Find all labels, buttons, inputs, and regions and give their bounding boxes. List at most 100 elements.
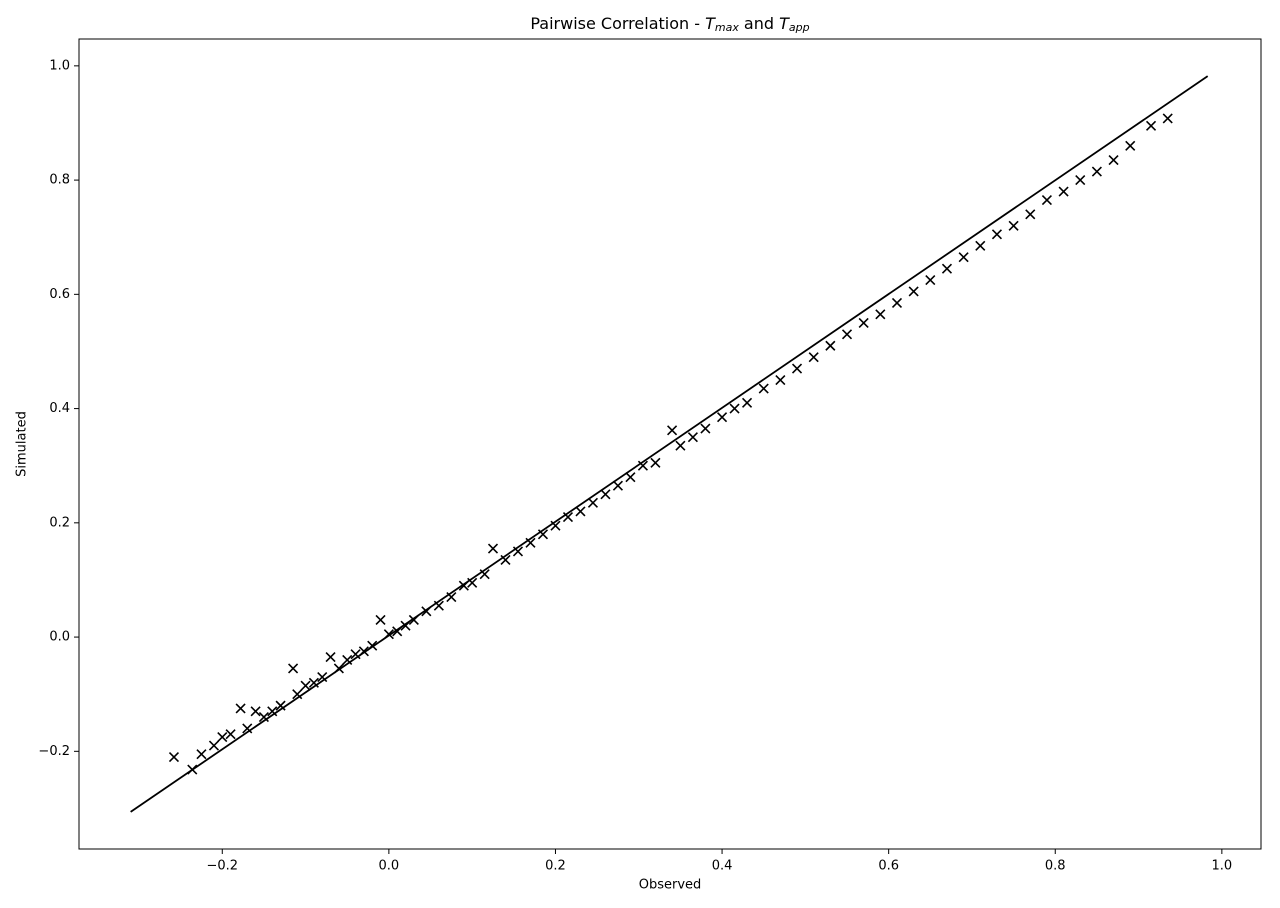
point bbox=[421, 606, 432, 617]
point bbox=[858, 317, 869, 328]
point bbox=[512, 546, 524, 557]
point bbox=[487, 543, 499, 554]
y-tick-label: 0.0 bbox=[49, 630, 70, 645]
reference-line bbox=[130, 75, 1209, 813]
point bbox=[1025, 209, 1036, 220]
point bbox=[637, 460, 648, 471]
point bbox=[891, 297, 903, 308]
point bbox=[562, 512, 574, 523]
point bbox=[825, 340, 836, 351]
point bbox=[225, 729, 236, 740]
y-axis-label: Simulated bbox=[15, 411, 30, 477]
point bbox=[275, 700, 286, 711]
point bbox=[446, 592, 457, 603]
point bbox=[925, 274, 936, 286]
point bbox=[433, 600, 444, 611]
point bbox=[675, 440, 686, 451]
point bbox=[841, 329, 853, 340]
point bbox=[292, 689, 303, 700]
point bbox=[375, 614, 386, 626]
point bbox=[196, 749, 207, 760]
point bbox=[479, 569, 490, 580]
y-tick-label: 0.2 bbox=[49, 515, 70, 530]
point bbox=[600, 489, 611, 500]
x-tick-label: −0.2 bbox=[206, 859, 238, 874]
point bbox=[525, 537, 536, 548]
point bbox=[250, 706, 261, 717]
point bbox=[1058, 186, 1069, 197]
point bbox=[267, 706, 278, 717]
point bbox=[625, 472, 636, 483]
point bbox=[383, 629, 394, 640]
y-tick-label: 1.0 bbox=[49, 58, 70, 73]
point bbox=[575, 506, 586, 517]
x-tick-label: 0.2 bbox=[545, 859, 566, 874]
x-tick-label: 1.0 bbox=[1212, 859, 1233, 874]
point bbox=[258, 711, 269, 723]
point bbox=[808, 352, 819, 363]
x-tick-label: 0.6 bbox=[878, 859, 899, 874]
x-tick-label: 0.0 bbox=[379, 859, 400, 874]
y-tick-label: 0.4 bbox=[49, 401, 70, 416]
point bbox=[791, 363, 803, 374]
point bbox=[991, 229, 1003, 240]
point bbox=[1108, 155, 1119, 166]
point bbox=[168, 751, 180, 763]
point bbox=[500, 554, 511, 566]
point bbox=[187, 764, 198, 775]
point bbox=[1125, 140, 1136, 151]
point bbox=[242, 723, 253, 734]
point bbox=[350, 649, 361, 660]
point bbox=[358, 646, 369, 657]
point bbox=[467, 577, 478, 588]
point bbox=[550, 520, 561, 531]
point bbox=[1162, 113, 1173, 124]
point bbox=[317, 671, 328, 683]
point bbox=[308, 677, 319, 688]
point bbox=[700, 423, 711, 434]
point bbox=[288, 663, 299, 674]
point bbox=[908, 286, 919, 297]
point bbox=[667, 425, 678, 436]
chart-title: Pairwise Correlation - Tmax and Tapp bbox=[530, 14, 809, 35]
y-tick-label: −0.2 bbox=[38, 744, 70, 759]
point bbox=[208, 740, 220, 751]
point bbox=[1145, 120, 1157, 131]
point bbox=[975, 240, 986, 251]
point bbox=[587, 497, 599, 508]
point bbox=[400, 620, 411, 631]
x-tick-label: 0.8 bbox=[1045, 859, 1066, 874]
point bbox=[687, 432, 698, 443]
point bbox=[342, 654, 353, 665]
y-tick-label: 0.6 bbox=[49, 287, 70, 302]
point bbox=[537, 529, 549, 540]
point bbox=[775, 374, 786, 386]
point bbox=[741, 397, 753, 408]
point bbox=[958, 252, 969, 263]
x-axis-label: Observed bbox=[639, 878, 702, 893]
point bbox=[875, 309, 886, 320]
point bbox=[716, 412, 728, 423]
point bbox=[458, 580, 469, 591]
plot-frame bbox=[78, 38, 1262, 850]
point bbox=[217, 731, 228, 743]
point bbox=[235, 703, 246, 714]
x-tick-label: 0.4 bbox=[712, 859, 733, 874]
point bbox=[300, 680, 311, 691]
point bbox=[367, 640, 378, 651]
point bbox=[1041, 195, 1052, 206]
point bbox=[1091, 166, 1102, 177]
point bbox=[612, 480, 624, 491]
point bbox=[1075, 175, 1086, 186]
y-tick-label: 0.8 bbox=[49, 173, 70, 188]
point bbox=[408, 614, 419, 626]
point bbox=[758, 383, 769, 394]
point bbox=[729, 403, 740, 414]
point bbox=[325, 652, 336, 663]
point bbox=[392, 626, 403, 637]
point bbox=[650, 457, 661, 468]
point bbox=[941, 263, 953, 274]
point bbox=[1008, 220, 1019, 231]
point bbox=[333, 663, 344, 674]
